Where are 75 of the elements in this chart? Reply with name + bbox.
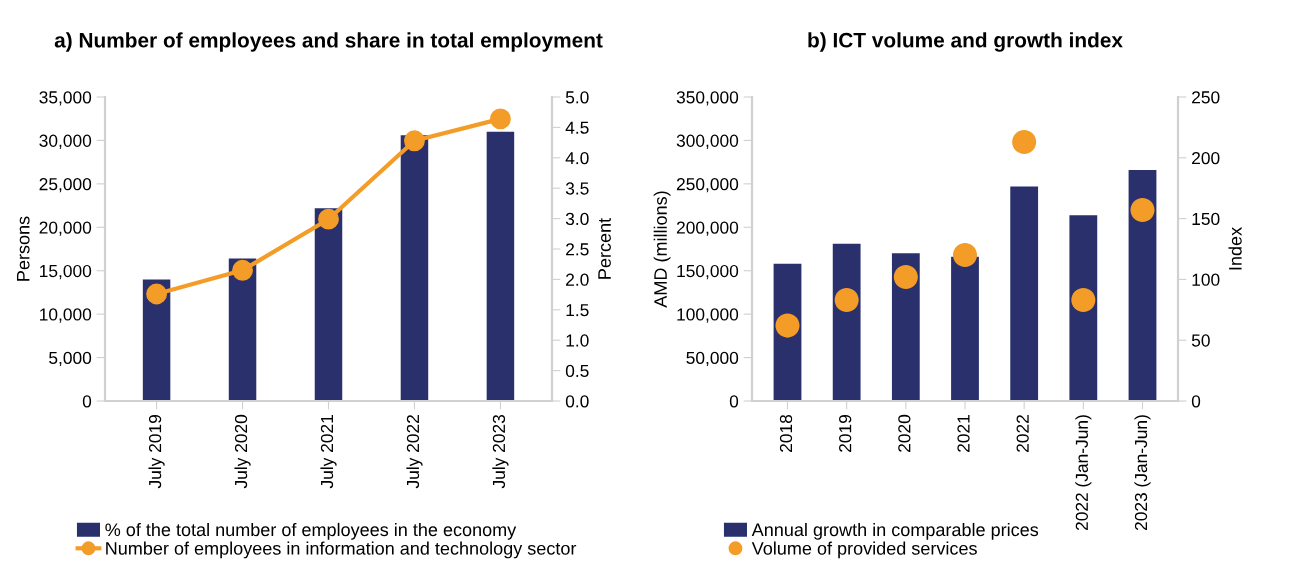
y2-tick-label: 4.5 xyxy=(565,121,589,134)
legend-label: % of the total number of employees in the economy xyxy=(105,522,517,540)
y-axis-title: AMD (millions) xyxy=(653,191,671,308)
bar xyxy=(832,243,861,401)
y2-tick-label: 2.5 xyxy=(566,243,589,256)
y-tick-label: 350,000 xyxy=(676,91,739,106)
y-tick-label: 15,000 xyxy=(40,264,92,280)
bar xyxy=(951,256,979,401)
bar xyxy=(486,131,515,401)
y2-tick-label: 0 xyxy=(1191,395,1201,408)
y2-tick-label: 1.0 xyxy=(566,334,589,347)
bar xyxy=(400,135,429,401)
y2-tick-label: 1.5 xyxy=(566,304,589,317)
point xyxy=(834,288,859,313)
x-tick-label: July 2021 xyxy=(320,415,337,489)
point xyxy=(318,208,339,230)
y-tick-label: 35,000 xyxy=(39,91,92,106)
x-tick-label: 2022 xyxy=(1016,415,1029,452)
chart-title: b) ICT volume and growth index xyxy=(808,32,1123,52)
y-tick-label: 10,000 xyxy=(40,308,92,323)
y2-tick-label: 4.0 xyxy=(565,151,589,165)
x-tick-label: July 2023 xyxy=(492,414,509,489)
y2-tick-label: 100 xyxy=(1192,273,1220,286)
y2-tick-label: 3.0 xyxy=(565,212,589,226)
y2-tick-label: 150 xyxy=(1192,212,1220,226)
y-tick-label: 0 xyxy=(82,395,92,408)
y-axis-title: Persons xyxy=(16,216,30,281)
bar xyxy=(314,208,343,401)
y2-tick-label: 200 xyxy=(1192,151,1220,165)
point xyxy=(775,313,800,338)
x-tick-label: 2022 (Jan-Jun) xyxy=(1075,415,1092,531)
x-tick-label: July 2019 xyxy=(148,415,165,489)
y-tick-label: 20,000 xyxy=(39,221,92,236)
y2-tick-label: 5.0 xyxy=(565,91,589,104)
y-tick-label: 200,000 xyxy=(676,221,739,236)
point xyxy=(952,243,978,268)
bar xyxy=(1069,215,1098,401)
x-tick-label: 2018 xyxy=(779,414,793,452)
y-tick-label: 150,000 xyxy=(677,264,739,280)
y2-tick-label: 3.5 xyxy=(565,182,589,195)
y2-tick-label: 250 xyxy=(1192,91,1220,104)
x-tick-label: 2023 (Jan-Jun) xyxy=(1134,415,1151,531)
bar xyxy=(1128,169,1157,401)
point xyxy=(893,264,918,289)
chart-title: a) Number of employees and share in total employment xyxy=(54,32,603,52)
y-tick-label: 300,000 xyxy=(676,134,739,149)
x-tick-label: 2020 xyxy=(898,414,911,452)
y-tick-label: 25,000 xyxy=(39,178,92,193)
legend-label: Volume of provided services xyxy=(751,541,977,559)
point xyxy=(1130,198,1155,223)
point xyxy=(490,108,511,130)
y-tick-label: 0 xyxy=(729,395,739,408)
point xyxy=(1071,288,1096,313)
y2-tick-label: 2.0 xyxy=(566,273,589,286)
point xyxy=(232,259,253,281)
x-tick-label: July 2022 xyxy=(406,415,423,489)
legend-label: Number of employees in information and technology sector xyxy=(106,541,577,559)
y-tick-label: 100,000 xyxy=(677,308,739,323)
y2-axis-title: Index xyxy=(1228,227,1242,270)
point xyxy=(1012,129,1037,155)
y-tick-label: 50,000 xyxy=(686,351,739,367)
x-tick-label: 2021 xyxy=(957,415,970,452)
legend-label: Annual growth in comparable prices xyxy=(751,522,1039,540)
y-tick-label: 30,000 xyxy=(39,134,92,149)
x-tick-label: 2019 xyxy=(839,415,852,452)
y2-tick-label: 0.5 xyxy=(565,364,589,378)
point xyxy=(404,130,425,152)
point xyxy=(146,283,167,305)
x-tick-label: July 2020 xyxy=(234,414,251,489)
y2-axis-title: Percent xyxy=(598,218,611,279)
y-tick-label: 250,000 xyxy=(676,178,739,193)
y-tick-label: 5,000 xyxy=(49,351,92,367)
y2-tick-label: 50 xyxy=(1191,334,1210,347)
y2-tick-label: 0.0 xyxy=(565,395,589,408)
bar xyxy=(1010,186,1039,401)
